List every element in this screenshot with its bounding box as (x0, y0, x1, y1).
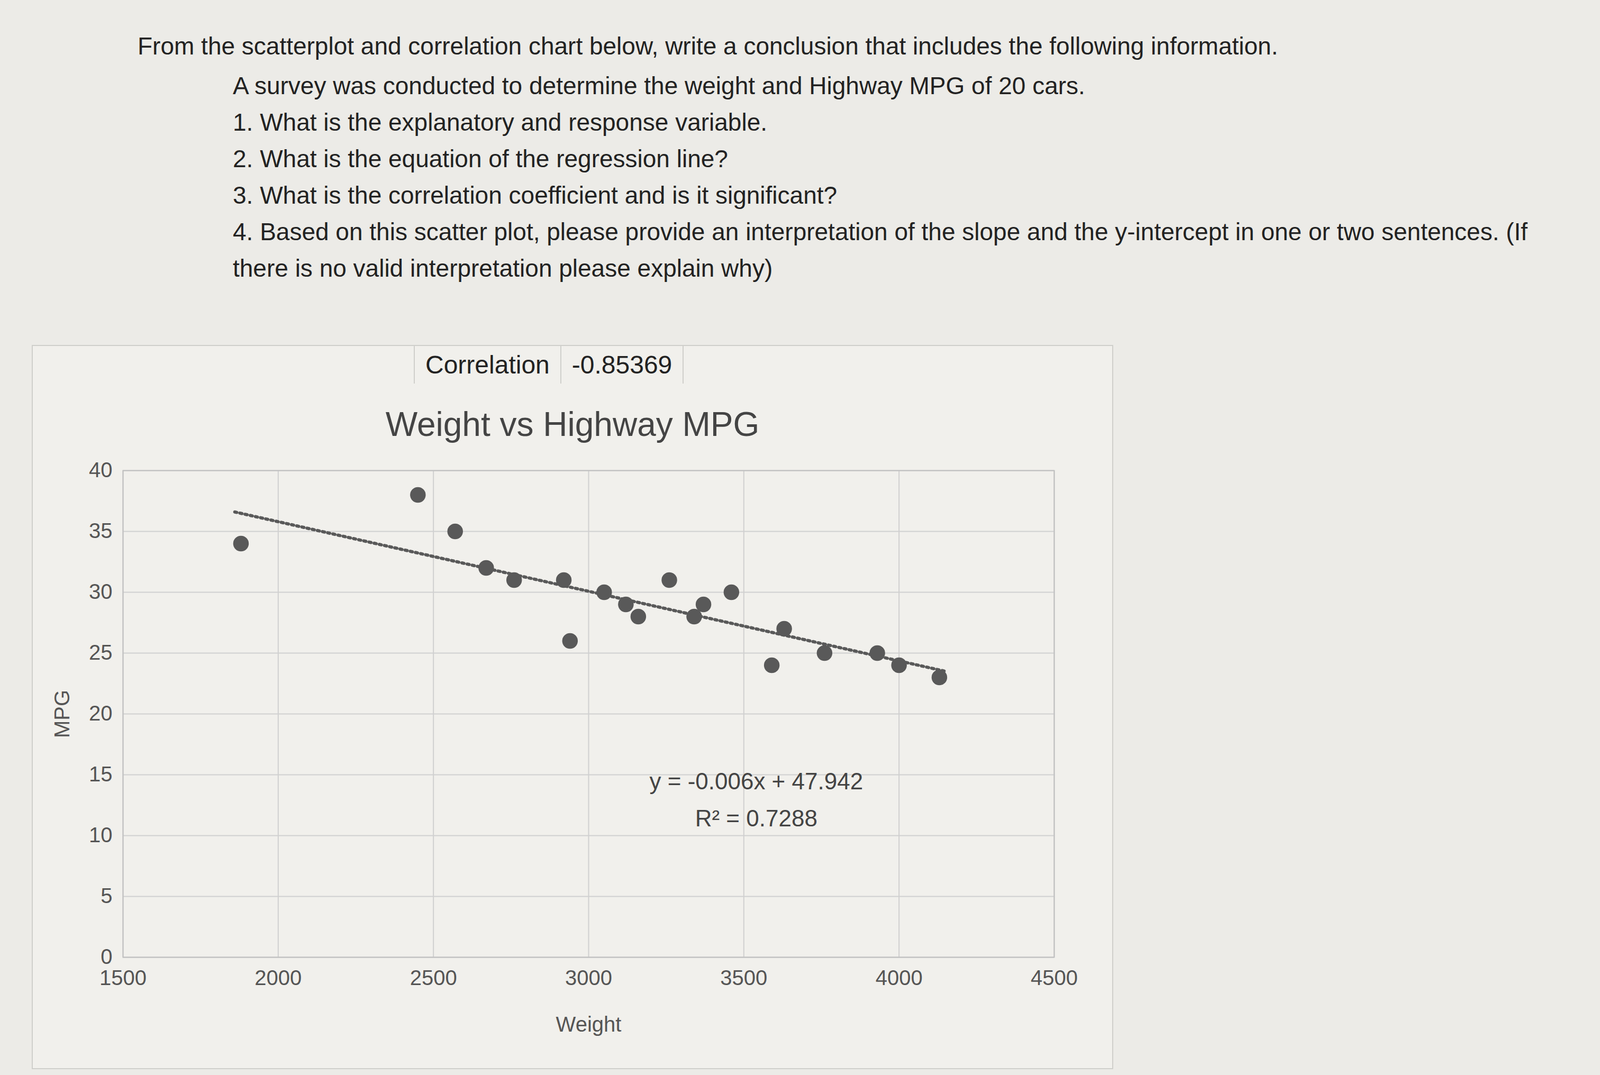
svg-text:5: 5 (100, 884, 113, 908)
svg-text:1500: 1500 (99, 966, 147, 990)
svg-text:40: 40 (88, 458, 113, 482)
html-text:1. What is the explanatory and: 1. What is the explanatory and response … (232, 108, 768, 136)
svg-text:15: 15 (88, 762, 113, 786)
svg-text:MPG: MPG (50, 689, 74, 739)
svg-text:3000: 3000 (565, 966, 613, 990)
svg-text:20: 20 (88, 701, 113, 725)
svg-text:25: 25 (88, 640, 113, 665)
svg-text:y = -0.006x + 47.942: y = -0.006x + 47.942 (649, 768, 863, 795)
svg-text:0: 0 (100, 944, 113, 969)
html-text:Correlation: Correlation (425, 350, 550, 379)
svg-text:30: 30 (88, 579, 113, 604)
html-text:2. What is the equation of the: 2. What is the equation of the regressio… (232, 144, 728, 173)
svg-text:10: 10 (88, 823, 113, 847)
svg-text:4500: 4500 (1030, 966, 1078, 990)
svg-text:35: 35 (88, 519, 113, 543)
svg-text:R² = 0.7288: R² = 0.7288 (695, 805, 818, 832)
html-text:-0.85369: -0.85369 (571, 350, 673, 379)
svg-text:3500: 3500 (720, 966, 768, 990)
html-text:Weight vs Highway MPG: Weight vs Highway MPG (385, 405, 760, 444)
svg-text:Weight: Weight (556, 1012, 622, 1036)
html-text:3. What is the correlation coe: 3. What is the correlation coefficient a… (232, 181, 838, 209)
svg-text:2000: 2000 (254, 966, 302, 990)
svg-text:2500: 2500 (410, 966, 458, 990)
html-text:From the scatterplot and corre: From the scatterplot and correlation cha… (137, 32, 1279, 60)
svg-text:4000: 4000 (875, 966, 923, 990)
html-text:4. Based on this scatter plot,: 4. Based on this scatter plot, please pr… (232, 217, 1528, 283)
html-text:A survey was conducted to dete: A survey was conducted to determine the … (232, 71, 1086, 100)
